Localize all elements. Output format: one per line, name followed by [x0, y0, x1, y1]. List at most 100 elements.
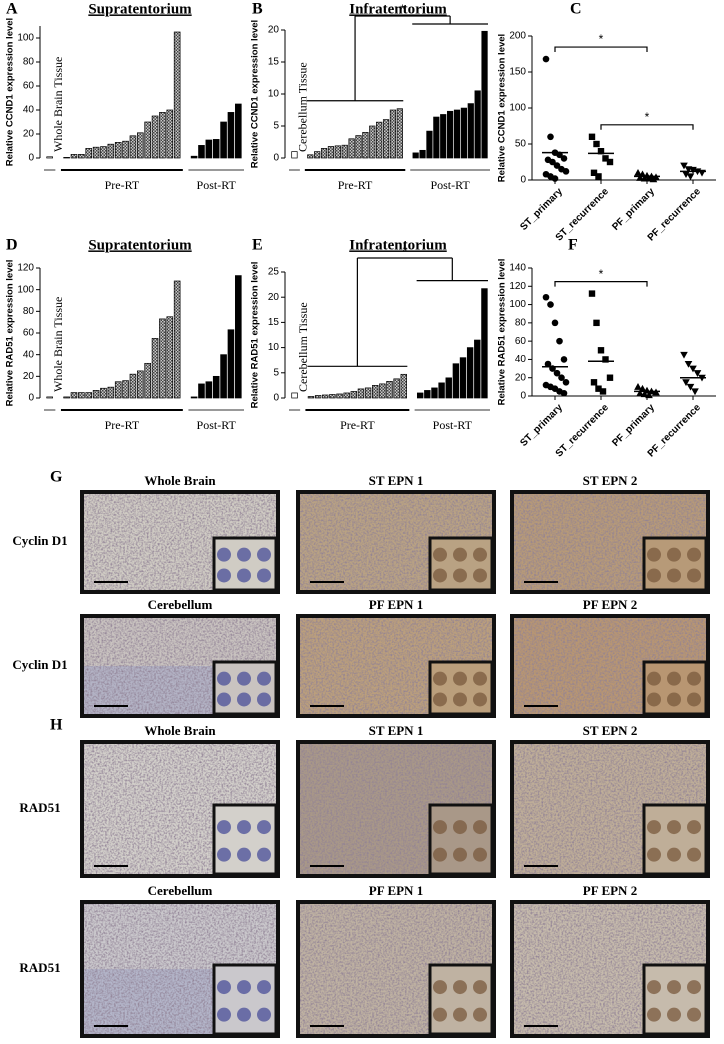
point — [602, 155, 609, 162]
nucleus — [453, 847, 467, 862]
image-title: ST EPN 2 — [583, 723, 638, 738]
micrograph — [510, 490, 710, 594]
bar — [144, 362, 151, 399]
bar — [291, 151, 298, 159]
nucleus — [687, 980, 701, 995]
y-tick-label: 100 — [509, 299, 526, 310]
bar — [129, 135, 137, 159]
nucleus — [257, 692, 271, 707]
bar — [426, 130, 433, 159]
nucleus — [473, 568, 487, 583]
nucleus — [687, 847, 701, 862]
nucleus — [433, 692, 447, 707]
frame — [510, 740, 710, 878]
nucleus — [647, 568, 661, 583]
point — [636, 174, 644, 181]
nucleus — [687, 547, 701, 562]
bar — [329, 394, 336, 399]
group-label: Pre-RT — [340, 418, 375, 432]
nucleus — [687, 820, 701, 835]
bar — [190, 155, 198, 159]
frame — [80, 900, 280, 1038]
nucleus — [237, 980, 251, 995]
nucleus — [237, 847, 251, 862]
nucleus — [453, 692, 467, 707]
point — [606, 158, 614, 166]
x-tick-label: ST_primary — [518, 402, 565, 449]
bar — [445, 377, 452, 399]
y-tick-label: 20 — [515, 372, 527, 383]
bar — [334, 145, 341, 159]
point — [588, 133, 596, 140]
bar — [459, 357, 467, 399]
significance: * — [645, 110, 650, 124]
panel-letter: E — [252, 237, 263, 254]
point — [560, 389, 568, 397]
bar — [100, 387, 107, 399]
bar — [307, 154, 314, 159]
frame — [80, 614, 280, 718]
image-title: PF EPN 2 — [583, 883, 637, 898]
panel-letter: G — [50, 469, 63, 486]
bar — [85, 148, 93, 159]
group-label: Post-RT — [197, 178, 237, 192]
nucleus — [647, 1007, 661, 1022]
bracket — [554, 46, 648, 53]
nucleus — [257, 671, 271, 686]
point — [553, 162, 561, 169]
bar — [355, 135, 362, 159]
nucleus — [433, 847, 447, 862]
frame — [510, 900, 710, 1038]
nucleus — [217, 847, 231, 862]
bar — [372, 385, 379, 399]
nucleus — [453, 980, 467, 995]
frame — [296, 740, 496, 878]
nucleus — [433, 568, 447, 583]
nucleus — [217, 547, 231, 562]
nucleus — [453, 568, 467, 583]
y-tick-label: 80 — [23, 306, 35, 317]
bar — [364, 387, 372, 399]
y-tick-label: 25 — [268, 267, 280, 278]
bar — [85, 392, 93, 399]
micrograph — [80, 900, 280, 1038]
image-title: Whole Brain — [144, 473, 216, 488]
bar — [114, 381, 122, 399]
point — [544, 360, 552, 368]
group-label: Post-RT — [197, 418, 237, 432]
bar — [198, 383, 205, 399]
bar — [235, 103, 242, 159]
group-label: Post-RT — [430, 178, 470, 192]
bar — [220, 354, 227, 399]
micrograph — [510, 740, 710, 878]
control-label: Cerebellum Tissue — [296, 62, 310, 152]
point — [597, 347, 605, 354]
bar — [198, 145, 205, 159]
point — [686, 383, 695, 391]
image-title: ST EPN 2 — [583, 473, 638, 488]
y-tick-label: 140 — [509, 263, 526, 274]
y-tick-label: 0 — [520, 175, 526, 186]
nucleus — [453, 671, 467, 686]
point — [645, 174, 653, 182]
point — [588, 290, 596, 297]
nucleus — [667, 1007, 681, 1022]
x-tick-label: PF_primary — [610, 402, 657, 449]
point — [680, 351, 688, 359]
bar — [220, 121, 227, 159]
nucleus — [647, 671, 661, 686]
inset — [642, 963, 708, 1036]
bar — [63, 396, 70, 399]
bar — [466, 347, 474, 399]
bar — [369, 125, 376, 159]
point — [634, 383, 642, 390]
point — [640, 390, 649, 398]
bar — [137, 370, 144, 399]
point — [682, 171, 690, 179]
bar — [291, 392, 298, 399]
point — [547, 133, 554, 141]
point — [606, 374, 614, 381]
nucleus — [473, 820, 487, 835]
image-title: PF EPN 1 — [369, 883, 423, 898]
bar — [350, 391, 358, 399]
